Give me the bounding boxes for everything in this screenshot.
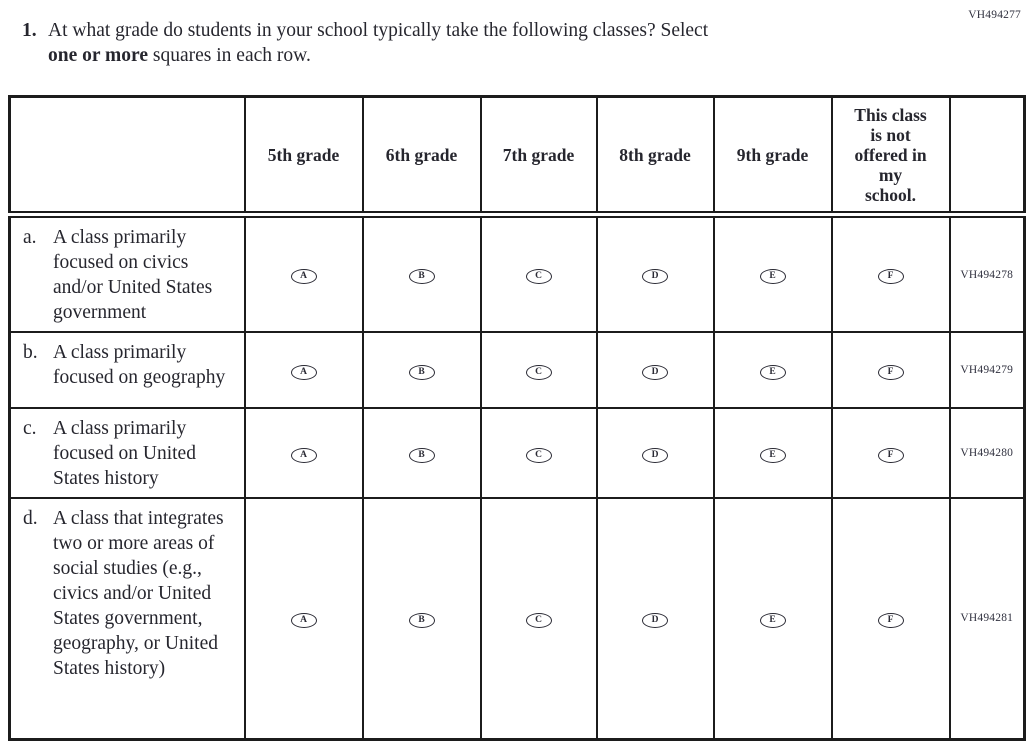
table-row: b. A class primarily focused on geography… [8,331,1026,409]
row-item-cell: c. A class primarily focused on United St… [8,407,246,499]
answer-bubble-c[interactable]: C [525,447,552,463]
answer-bubble-f[interactable]: F [877,364,904,380]
answer-bubble-a[interactable]: A [290,612,317,628]
option-cell: E [712,497,833,740]
column-header-1: 5th grade [243,95,364,218]
option-cell: F [830,407,951,499]
row-label: A class that integrates two or more area… [53,508,224,679]
option-cell: B [361,407,482,499]
column-header-4: 8th grade [595,95,715,218]
table-row: c. A class primarily focused on United St… [8,407,1026,499]
option-cell: E [712,407,833,499]
answer-bubble-f[interactable]: F [877,269,904,284]
option-cell: A [243,213,364,333]
option-cell: E [712,213,833,333]
table-row: d. A class that integrates two or more ar… [8,497,1026,740]
option-cell: A [243,331,364,409]
option-cell: D [595,331,715,409]
row-letter: c. [23,418,37,439]
option-cell: A [243,497,364,740]
row-letter: b. [23,342,38,363]
answer-bubble-a[interactable]: A [290,364,317,380]
answer-bubble-f[interactable]: F [877,447,904,463]
header-row: 5th grade 6th grade 7th grade 8th grade 9th … [8,95,1026,218]
row-code: VH494280 [948,407,1026,499]
option-cell: B [361,497,482,740]
row-item-cell: a. A class primarily focused on civics an… [8,213,246,333]
row-label: A class primarily focused on United Stat… [53,418,196,489]
answer-bubble-c[interactable]: C [525,612,552,628]
column-header-3: 7th grade [479,95,598,218]
answer-bubble-d[interactable]: D [642,364,668,380]
column-header-6: This class is not offered in my school. [830,95,951,218]
answer-bubble-e[interactable]: E [759,447,786,463]
column-header-5: 9th grade [712,95,833,218]
row-label: A class primarily focused on geography [53,342,226,388]
option-cell: C [479,213,598,333]
row-letter: a. [23,227,37,248]
option-cell: B [361,213,482,333]
question-line2-rest: squares in each row. [148,45,311,66]
answer-bubble-c[interactable]: C [525,364,552,380]
question-number: 1. [22,20,37,41]
row-letter: d. [23,508,38,529]
answer-bubble-d[interactable]: D [642,447,668,463]
option-cell: D [595,497,715,740]
answer-bubble-d[interactable]: D [642,269,668,284]
row-item-cell: d. A class that integrates two or more ar… [8,497,246,740]
option-cell: A [243,407,364,499]
column-header-2: 6th grade [361,95,482,218]
question-line1: At what grade do students in your school… [48,20,709,41]
answer-bubble-e[interactable]: E [759,612,786,628]
question-bold-phrase: one or more [48,45,149,66]
answer-bubble-b[interactable]: B [408,612,435,628]
answer-bubble-a[interactable]: A [290,269,317,284]
row-label: A class primarily focused on civics and/… [53,227,213,323]
row-item-cell: b. A class primarily focused on geography [8,331,246,409]
question-body: At what grade do students in your school… [48,18,708,68]
row-code: VH494281 [948,497,1026,740]
option-cell: D [595,407,715,499]
answer-bubble-b[interactable]: B [408,364,435,380]
option-cell: F [830,497,951,740]
table-row: a. A class primarily focused on civics an… [8,213,1026,333]
answer-bubble-e[interactable]: E [759,364,786,380]
option-cell: C [479,331,598,409]
option-cell: F [830,331,951,409]
option-cell: C [479,497,598,740]
answer-bubble-c[interactable]: C [525,269,552,284]
answer-bubble-b[interactable]: B [408,447,435,463]
answer-bubble-e[interactable]: E [759,269,786,284]
grade-selection-table: 5th grade 6th grade 7th grade 8th grade 9th … [8,95,1026,741]
option-cell: F [830,213,951,333]
option-cell: E [712,331,833,409]
answer-bubble-d[interactable]: D [642,612,668,628]
answer-bubble-a[interactable]: A [290,447,317,463]
answer-bubble-f[interactable]: F [877,612,904,628]
stub-header [8,95,246,218]
row-code: VH494278 [948,213,1026,333]
option-cell: C [479,407,598,499]
row-code: VH494279 [948,331,1026,409]
option-cell: B [361,331,482,409]
code-column-header [948,95,1026,218]
option-cell: D [595,213,715,333]
form-code: VH494277 [968,9,1021,21]
answer-bubble-b[interactable]: B [408,269,435,284]
question-text: 1. At what grade do students in your sch… [22,18,902,68]
